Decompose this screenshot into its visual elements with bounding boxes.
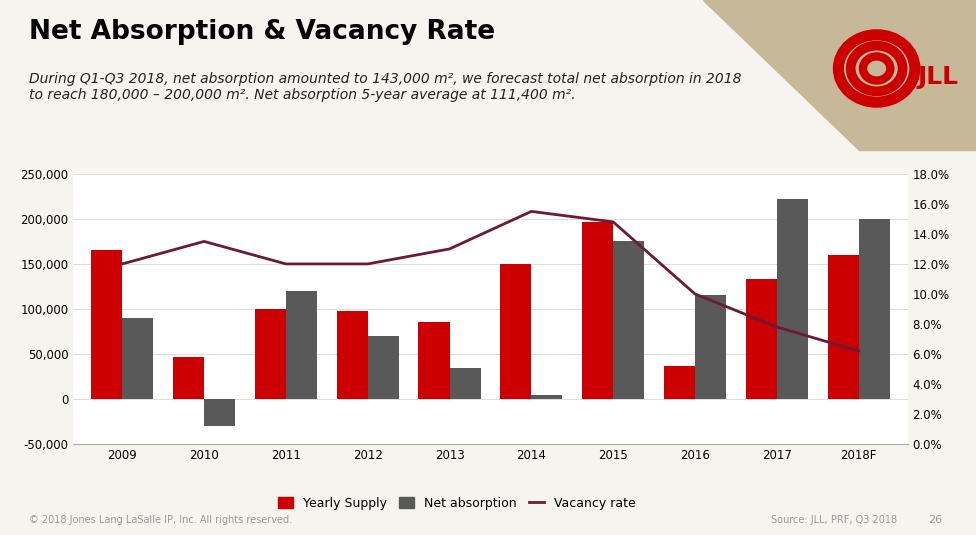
Text: 26: 26 bbox=[928, 515, 942, 525]
Bar bbox=[777, 199, 808, 399]
Bar bbox=[828, 255, 859, 399]
Text: During Q1-Q3 2018, net absorption amounted to 143,000 m², we forecast total net : During Q1-Q3 2018, net absorption amount… bbox=[29, 72, 742, 102]
Legend: Yearly Supply, Net absorption, Vacancy rate: Yearly Supply, Net absorption, Vacancy r… bbox=[273, 492, 641, 515]
Bar bbox=[501, 264, 531, 399]
Bar bbox=[255, 309, 286, 399]
Bar bbox=[337, 311, 368, 399]
Bar bbox=[582, 221, 613, 399]
Bar bbox=[173, 357, 204, 399]
Bar bbox=[746, 279, 777, 399]
Bar bbox=[419, 323, 450, 399]
Polygon shape bbox=[703, 0, 976, 150]
Bar bbox=[122, 318, 153, 399]
Bar bbox=[204, 399, 235, 426]
Text: Source: JLL, PRF, Q3 2018: Source: JLL, PRF, Q3 2018 bbox=[771, 515, 897, 525]
Bar bbox=[613, 241, 644, 399]
Bar bbox=[450, 368, 480, 399]
Bar bbox=[368, 336, 399, 399]
Bar bbox=[91, 250, 122, 399]
Bar bbox=[531, 394, 562, 399]
Text: © 2018 Jones Lang LaSalle IP, Inc. All rights reserved.: © 2018 Jones Lang LaSalle IP, Inc. All r… bbox=[29, 515, 293, 525]
Bar bbox=[664, 366, 695, 399]
Bar bbox=[695, 295, 726, 399]
Text: JLL: JLL bbox=[917, 65, 958, 89]
Bar bbox=[859, 219, 890, 399]
Text: Net Absorption & Vacancy Rate: Net Absorption & Vacancy Rate bbox=[29, 19, 496, 45]
Bar bbox=[286, 291, 317, 399]
